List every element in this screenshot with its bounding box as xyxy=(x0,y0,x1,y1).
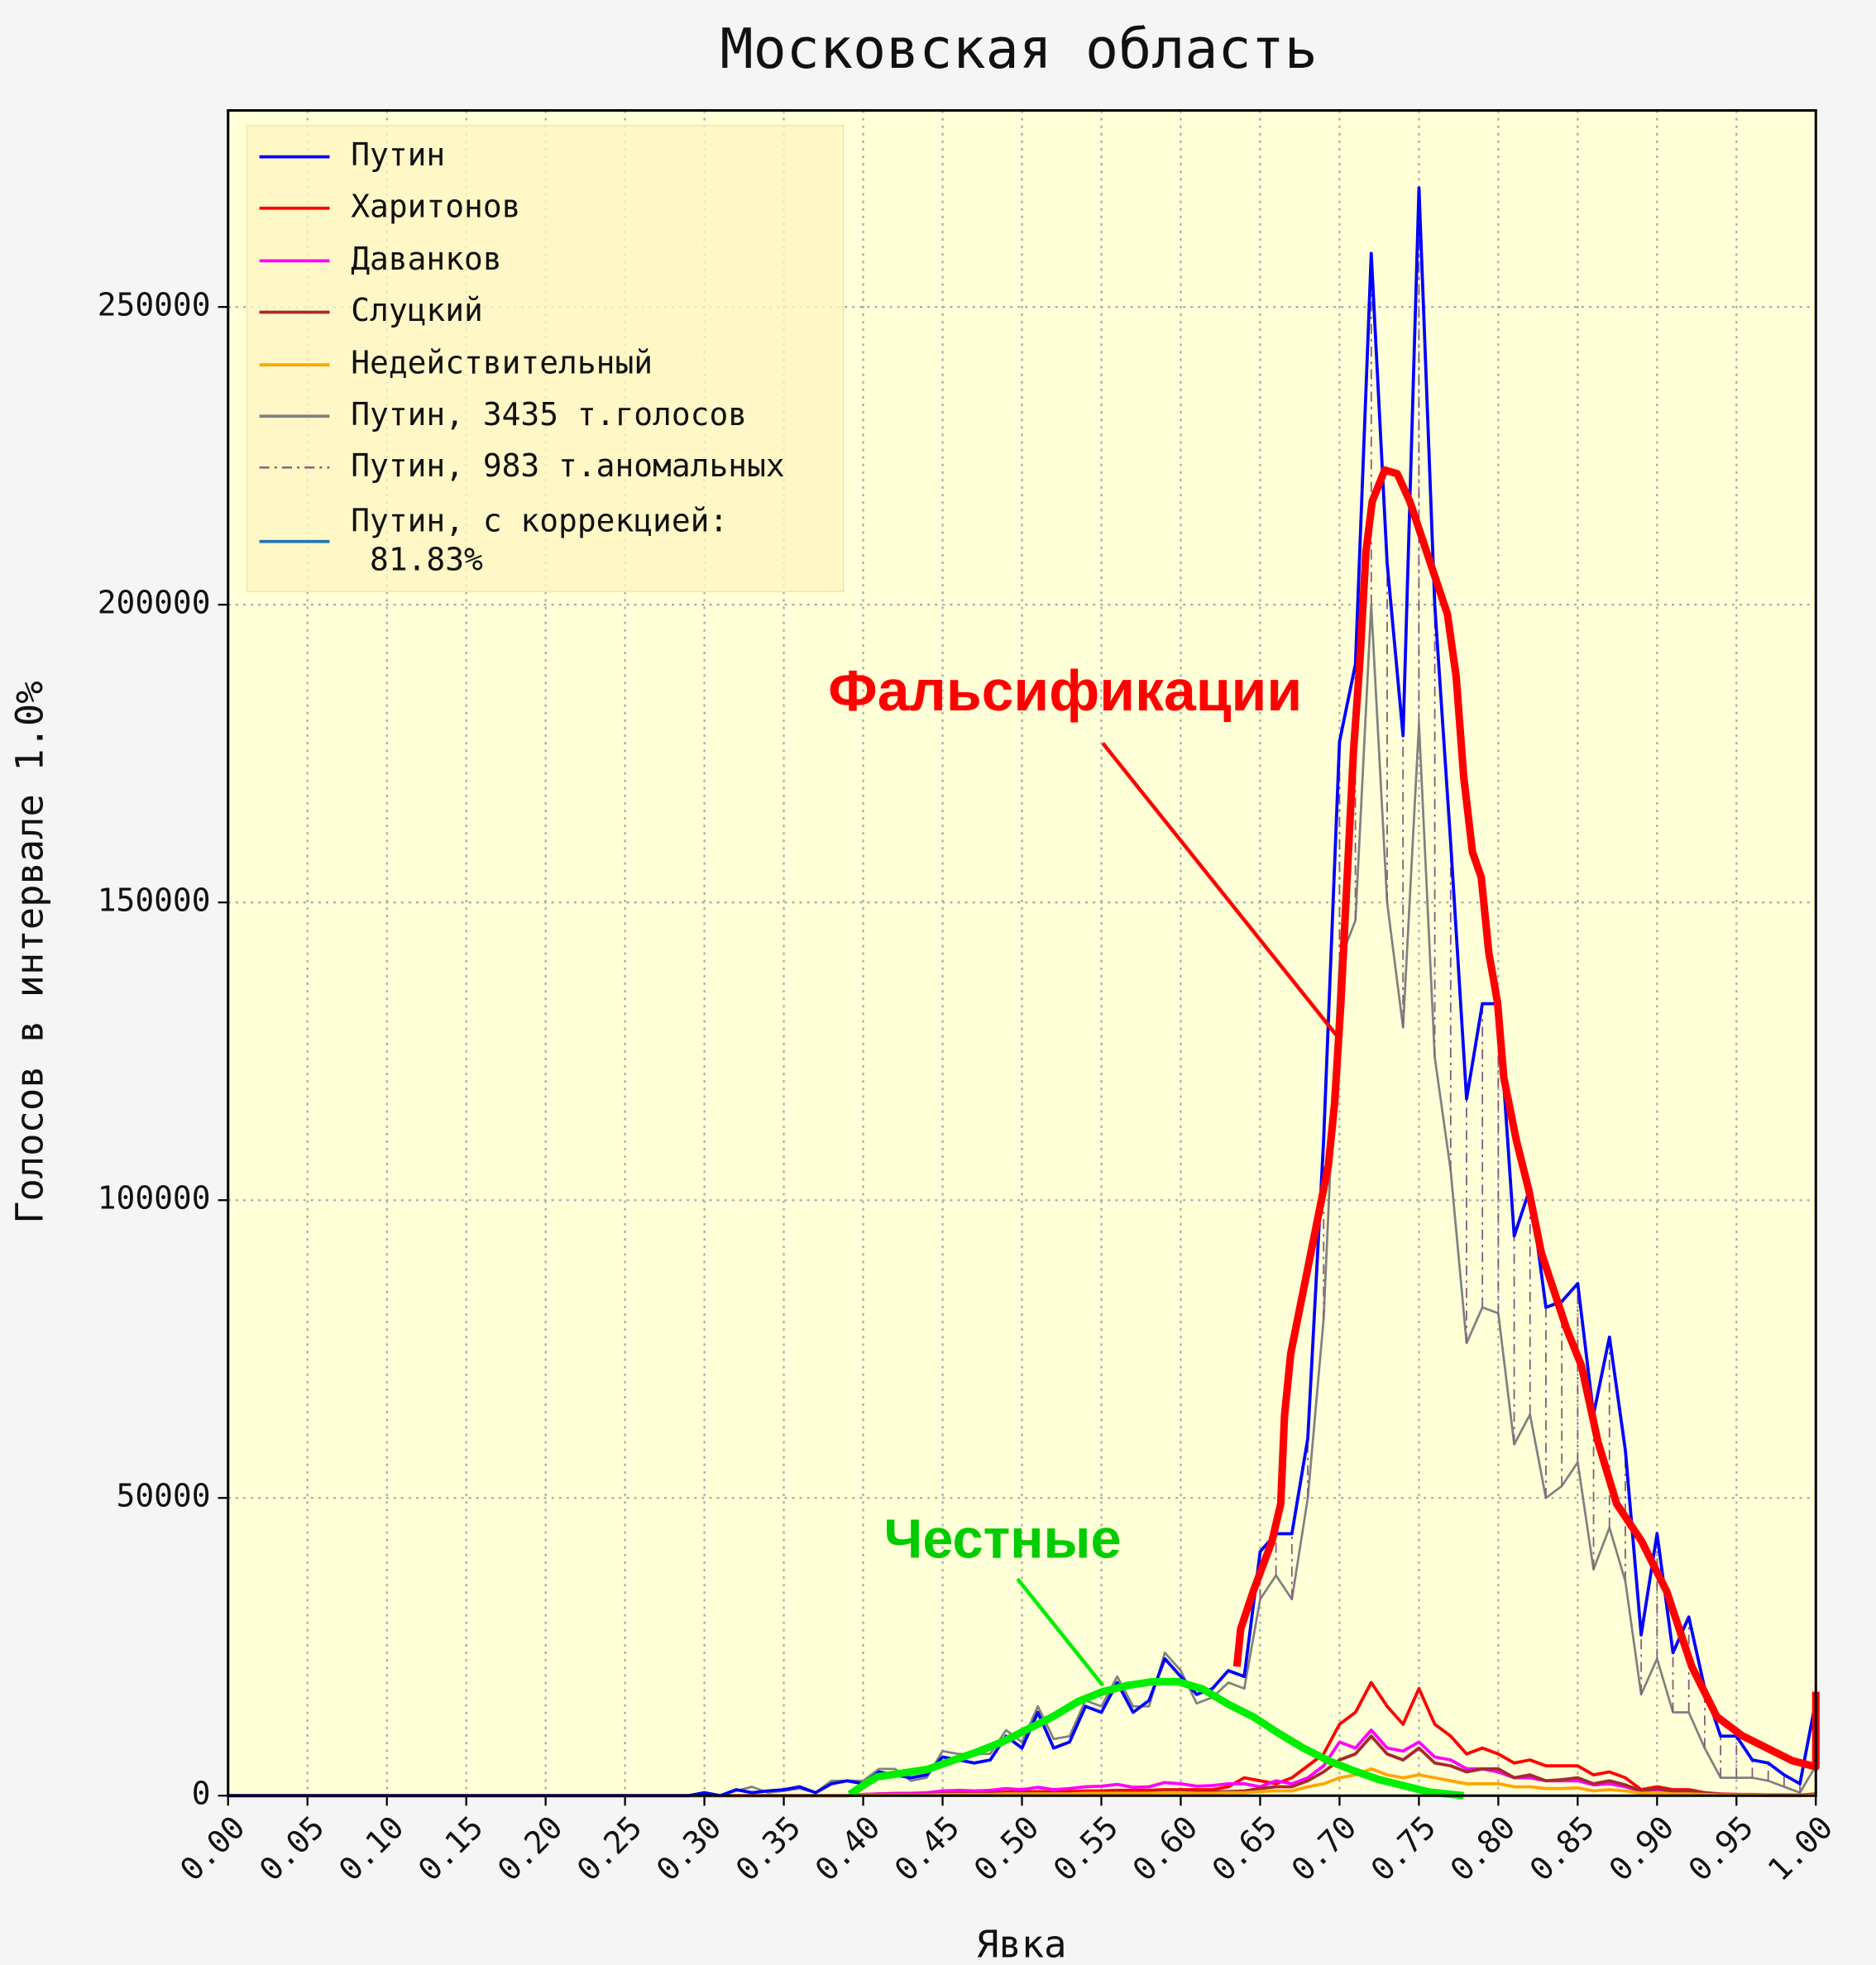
legend-box xyxy=(246,124,845,593)
y-tick-label: 50000 xyxy=(117,1478,211,1514)
legend-item: Недействительный xyxy=(351,344,653,381)
plot-border xyxy=(227,109,1817,1797)
annotation: Честные xyxy=(884,1508,1122,1570)
x-axis-label: Явка xyxy=(976,1923,1066,1965)
fraud-curve xyxy=(1232,466,1820,1771)
legend-label: Даванков xyxy=(351,241,502,278)
honest-curve xyxy=(847,1677,1465,1800)
legend-label: Слуцкий xyxy=(351,292,483,329)
legend-label: Путин, 3435 т.голосов xyxy=(351,395,748,433)
legend-label: Недействительный xyxy=(351,344,653,381)
legend-label: Харитонов xyxy=(351,188,521,225)
legend-item: Путин, 3435 т.голосов xyxy=(351,395,748,433)
y-tick-label: 250000 xyxy=(98,287,211,323)
legend-label: Путин, с коррекцией: 81.83% xyxy=(351,502,729,578)
chart-title: Московская область xyxy=(720,17,1318,81)
legend-item: Путин, 983 т.аномальных xyxy=(351,447,785,485)
legend: Путин Харитонов Даванков Слуцкий Недействите… xyxy=(246,124,845,593)
legend-label: Путин, 983 т.аномальных xyxy=(351,447,785,485)
legend-item: Путин xyxy=(351,136,446,174)
y-tick-label: 0 xyxy=(192,1776,211,1812)
fraud-arrow xyxy=(1101,742,1340,1040)
honest-arrow xyxy=(1016,1577,1105,1687)
y-tick-label: 150000 xyxy=(98,882,211,919)
legend-item: Слуцкий xyxy=(351,292,483,329)
annotation: Фальсификации xyxy=(828,658,1302,723)
y-tick-label: 200000 xyxy=(98,585,211,621)
legend-item: Даванков xyxy=(351,241,502,278)
legend-item: Путин, с коррекцией: 81.83% xyxy=(351,502,729,578)
legend-item: Харитонов xyxy=(351,188,521,225)
legend-label: Путин xyxy=(351,136,446,174)
y-axis-label: Голосов в интервале 1.0% xyxy=(8,681,52,1224)
y-tick-label: 100000 xyxy=(98,1180,211,1217)
